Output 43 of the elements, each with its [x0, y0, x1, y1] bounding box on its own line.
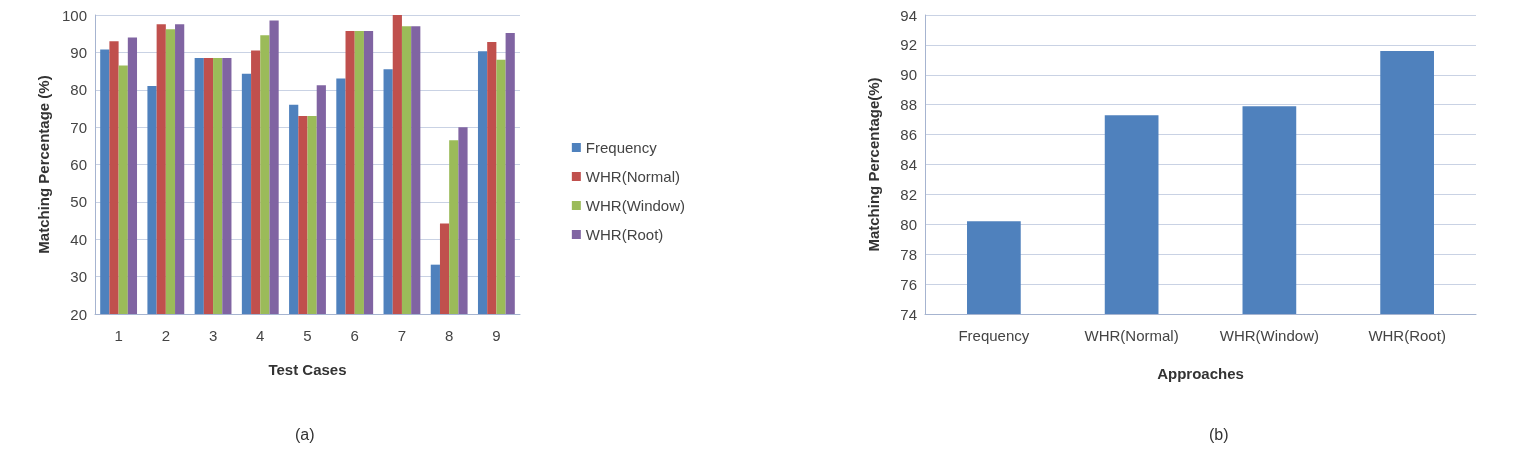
y-tick-label: 84	[900, 156, 917, 173]
x-tick-label: 5	[303, 327, 312, 344]
x-tick-label: WHR(Root)	[1368, 327, 1446, 344]
x-tick-label: 2	[161, 327, 171, 344]
y-tick-label: 80	[70, 81, 87, 99]
y-axis-title: Matching Percentage(%)	[865, 77, 882, 252]
x-tick-label: 6	[350, 327, 359, 344]
y-axis-title: Matching Percentage (%)	[35, 75, 52, 254]
x-tick-label: 4	[256, 327, 265, 344]
y-tick-label: 82	[900, 185, 917, 203]
text: (a)	[295, 425, 315, 443]
y-tick-label: 20	[70, 305, 87, 323]
y-tick-label: 30	[70, 268, 87, 286]
y-tick-label: 50	[70, 193, 87, 211]
y-tick-label: 94	[900, 6, 917, 24]
y-tick-label: 40	[70, 230, 87, 248]
y-tick-label: 74	[900, 305, 917, 323]
x-axis-title: Approaches	[1157, 365, 1244, 382]
y-tick-label: 86	[900, 126, 917, 144]
x-tick-label: WHR(Normal)	[1084, 327, 1179, 344]
y-tick-label: 92	[900, 36, 917, 54]
y-tick-label: 60	[70, 156, 87, 173]
x-axis-title: Test Cases	[268, 361, 347, 378]
x-tick-label: 7	[397, 327, 407, 344]
y-tick-label: 76	[900, 275, 917, 293]
legend-label: WHR(Normal)	[585, 168, 680, 185]
x-tick-label: 9	[492, 327, 501, 344]
y-tick-label: 100	[61, 6, 87, 24]
x-tick-label: WHR(Window)	[1219, 327, 1319, 344]
text: (b)	[1209, 425, 1229, 443]
y-tick-label: 90	[900, 66, 917, 84]
y-tick-label: 80	[900, 215, 917, 233]
x-tick-label: Frequency	[958, 327, 1030, 344]
legend-label: WHR(Window)	[585, 197, 686, 214]
legend-label: Frequency	[585, 139, 658, 156]
y-tick-label: 88	[900, 96, 917, 114]
y-tick-label: 78	[900, 245, 917, 263]
y-tick-label: 90	[70, 43, 87, 61]
x-tick-label: 1	[114, 327, 123, 344]
legend-label: WHR(Root)	[585, 226, 664, 243]
y-tick-label: 70	[70, 118, 87, 136]
x-tick-label: 3	[208, 327, 218, 344]
x-tick-label: 8	[444, 327, 454, 344]
